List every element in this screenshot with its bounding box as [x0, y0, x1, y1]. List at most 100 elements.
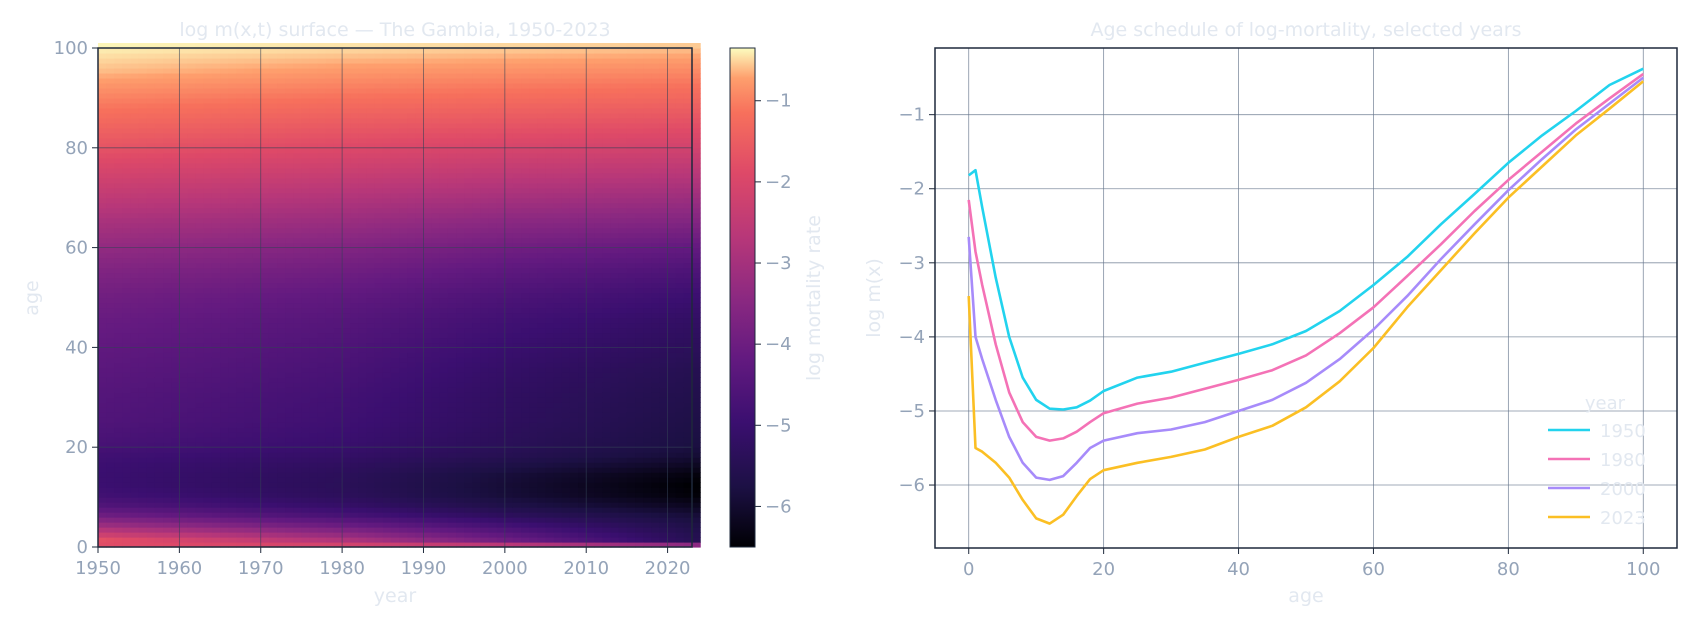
heatmap-cell: [130, 392, 140, 398]
heatmap-cell: [423, 97, 433, 104]
heatmap-cell: [431, 507, 441, 513]
heatmap-cell: [456, 417, 465, 423]
heatmap-cell: [350, 522, 359, 528]
heatmap-cell: [488, 72, 498, 79]
heatmap-cell: [122, 452, 132, 458]
heatmap-cell: [106, 187, 115, 194]
heatmap-cell: [333, 247, 343, 254]
heatmap-cell: [407, 112, 416, 119]
heatmap-cell: [415, 122, 425, 129]
heatmap-cell: [431, 332, 441, 339]
heatmap-cell: [439, 507, 449, 513]
heatmap-cell: [179, 307, 189, 314]
heatmap-cell: [203, 492, 213, 498]
heatmap-cell: [333, 102, 343, 109]
heatmap-cell: [268, 57, 278, 64]
heatmap-cell: [333, 442, 343, 448]
heatmap-cell: [106, 462, 115, 468]
heatmap-cell: [374, 212, 384, 219]
heatmap-cell: [236, 457, 246, 463]
heatmap-cell: [228, 412, 237, 418]
heatmap-cell: [488, 262, 498, 269]
heatmap-cell: [179, 197, 189, 204]
heatmap-cell: [114, 442, 124, 448]
heatmap-cell: [146, 177, 156, 184]
heatmap-cell: [195, 332, 205, 339]
heatmap-cell: [114, 242, 124, 249]
heatmap-cell: [399, 77, 408, 84]
heatmap-cell: [382, 302, 392, 309]
heatmap-cell: [187, 262, 197, 269]
heatmap-cell: [220, 507, 229, 513]
heatmap-cell: [472, 112, 482, 119]
heatmap-cell: [146, 462, 156, 468]
heatmap-cell: [236, 357, 246, 363]
heatmap-cell: [447, 43, 457, 49]
heatmap-cell: [456, 162, 465, 169]
heatmap-cell: [480, 202, 490, 209]
heatmap-cell: [130, 92, 140, 99]
heatmap-cell: [431, 152, 441, 159]
heatmap-cell: [358, 172, 368, 179]
heatmap-cell: [252, 477, 262, 483]
heatmap-cell: [407, 392, 416, 398]
heatmap-cell: [277, 467, 286, 473]
heatmap-cell: [146, 277, 156, 284]
heatmap-cell: [382, 207, 392, 214]
heatmap-cell: [480, 52, 490, 59]
heatmap-cell: [220, 282, 229, 289]
heatmap-cell: [382, 342, 392, 348]
heatmap-cell: [374, 232, 384, 239]
heatmap-cell: [358, 307, 368, 314]
heatmap-cell: [130, 207, 140, 214]
heatmap-cell: [480, 532, 490, 538]
heatmap-cell: [358, 522, 368, 528]
heatmap-cell: [472, 507, 482, 513]
heatmap-cell: [366, 442, 376, 448]
heatmap-cell: [301, 217, 311, 224]
heatmap-cell: [374, 97, 384, 104]
heatmap-cell: [488, 207, 498, 214]
heatmap-cell: [130, 82, 140, 89]
heatmap-cell: [277, 492, 286, 498]
heatmap-cell: [374, 52, 384, 59]
heatmap-cell: [325, 48, 335, 54]
heatmap-cell: [220, 432, 229, 438]
heatmap-cell: [350, 182, 359, 189]
heatmap-cell: [399, 62, 408, 69]
heatmap-cell: [309, 92, 319, 99]
heatmap-cell: [374, 342, 384, 348]
heatmap-cell: [456, 82, 465, 89]
heatmap-cell: [423, 272, 433, 279]
heatmap-cell: [472, 517, 482, 523]
heatmap-cell: [366, 477, 376, 483]
heatmap-cell: [138, 302, 148, 309]
heatmap-cell: [342, 107, 351, 114]
heatmap-cell: [399, 387, 408, 393]
heatmap-cell: [163, 132, 172, 139]
heatmap-cell: [423, 142, 433, 149]
heatmap-cell: [187, 342, 197, 348]
heatmap-cell: [317, 147, 327, 154]
heatmap-cell: [382, 412, 392, 418]
heatmap-cell: [374, 272, 384, 279]
heatmap-cell: [285, 137, 294, 144]
heatmap-cell: [456, 497, 465, 503]
heatmap-cell: [179, 212, 189, 219]
heatmap-cell: [163, 187, 172, 194]
heatmap-cell: [415, 117, 425, 124]
heatmap-cell: [260, 102, 270, 109]
heatmap-cell: [366, 512, 376, 518]
heatmap-cell: [163, 207, 172, 214]
heatmap-cell: [439, 512, 449, 518]
heatmap-cell: [285, 43, 294, 49]
heatmap-cell: [333, 48, 343, 54]
heatmap-cell: [130, 227, 140, 234]
heatmap-cell: [244, 237, 254, 244]
heatmap-cell: [114, 52, 124, 59]
heatmap-cell: [236, 192, 246, 199]
heatmap-cell: [374, 452, 384, 458]
heatmap-cell: [114, 97, 124, 104]
heatmap-cell: [342, 62, 351, 69]
heatmap-cell: [342, 67, 351, 74]
